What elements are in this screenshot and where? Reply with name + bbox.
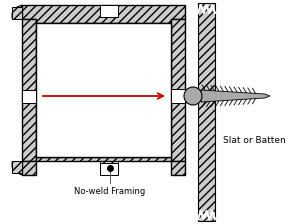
Polygon shape (22, 157, 185, 175)
Text: No-weld Framing: No-weld Framing (74, 187, 146, 196)
Polygon shape (201, 90, 270, 102)
Polygon shape (12, 162, 22, 175)
Polygon shape (198, 3, 215, 221)
Polygon shape (12, 161, 22, 173)
Polygon shape (22, 90, 36, 103)
Circle shape (184, 87, 202, 105)
Polygon shape (22, 5, 185, 23)
Polygon shape (100, 161, 118, 165)
Polygon shape (22, 19, 36, 161)
Polygon shape (171, 89, 185, 103)
Polygon shape (100, 163, 118, 175)
Polygon shape (36, 23, 171, 157)
Polygon shape (171, 19, 185, 161)
Polygon shape (12, 5, 22, 18)
Polygon shape (100, 5, 118, 17)
Text: Slat or Batten: Slat or Batten (223, 136, 286, 144)
Polygon shape (12, 7, 22, 19)
